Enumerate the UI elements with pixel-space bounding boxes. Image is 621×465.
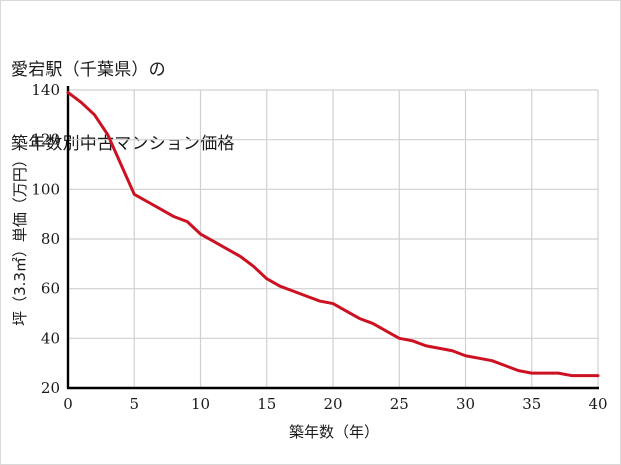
y-axis-title: 坪（3.3㎡）単価（万円） [11, 152, 29, 326]
data-series-line [66, 90, 600, 378]
x-tick-label: 25 [390, 395, 409, 413]
axis-lines [66, 86, 599, 390]
x-axis-tick-labels: 0 5 10 15 20 25 30 35 40 [63, 395, 607, 413]
x-tick-label: 5 [129, 395, 139, 413]
x-tick-label: 15 [257, 395, 276, 413]
y-tick-label: 60 [41, 280, 60, 298]
chart-title-line-1: 愛宕駅（千葉県）の [11, 60, 166, 81]
y-axis-tick-labels: 20 40 60 80 100 120 140 [31, 81, 60, 397]
x-tick-label: 0 [63, 395, 73, 413]
x-tick-label: 10 [191, 395, 210, 413]
x-tick-label: 40 [588, 395, 607, 413]
series-line [66, 90, 600, 378]
x-tick-label: 20 [323, 395, 342, 413]
x-axis-title: 築年数（年） [289, 423, 379, 441]
y-tick-label: 20 [41, 379, 60, 397]
y-tick-label: 100 [31, 180, 60, 198]
y-tick-label: 140 [31, 81, 60, 99]
y-tick-label: 80 [41, 230, 60, 248]
y-tick-label: 120 [31, 131, 60, 149]
y-tick-label: 40 [41, 329, 60, 347]
gridlines [68, 89, 599, 389]
x-tick-label: 35 [522, 395, 541, 413]
x-tick-label: 30 [456, 395, 475, 413]
